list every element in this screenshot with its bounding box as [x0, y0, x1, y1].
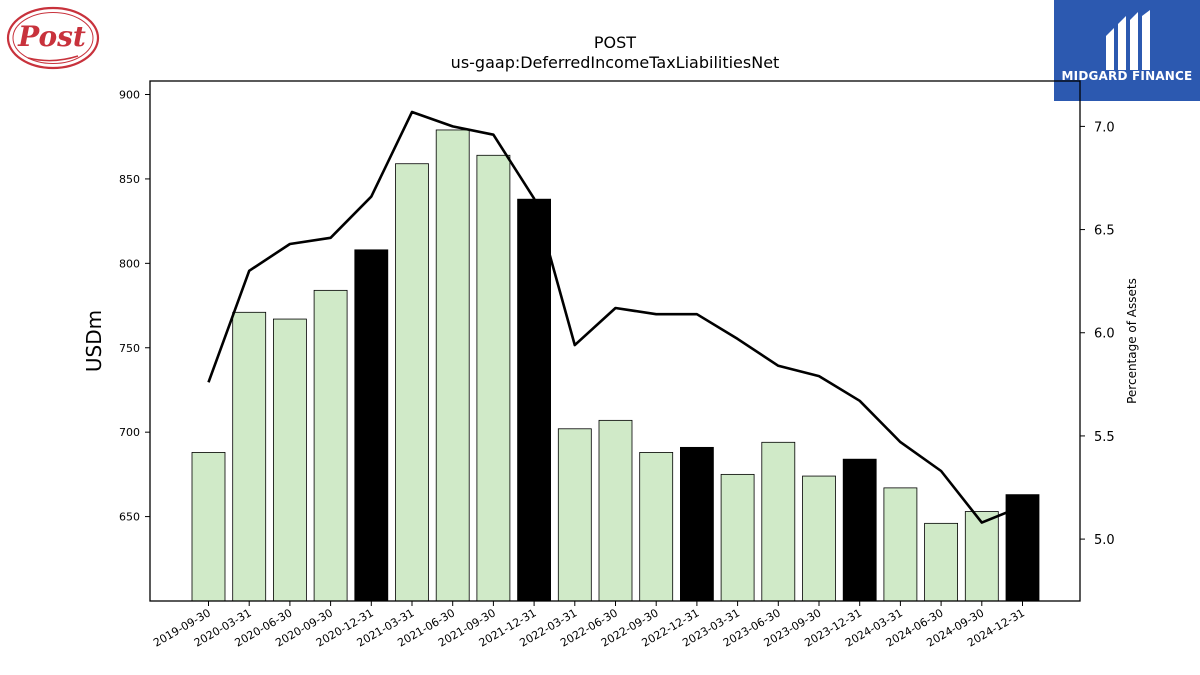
bar	[761, 441, 796, 602]
percentage-line	[207, 110, 1023, 524]
y2-tick-label: 7.0	[1094, 120, 1115, 135]
y-tick-label: 850	[119, 173, 140, 186]
midgard-finance-logo: MIDGARD FINANCE	[1054, 0, 1200, 101]
bar	[557, 428, 592, 602]
post-logo-graphic: Post	[6, 6, 100, 70]
y2-axis-label: Percentage of Assets	[1125, 278, 1139, 404]
bar	[517, 198, 551, 602]
y-tick-label: 900	[119, 89, 140, 102]
post-logo: Post	[6, 6, 100, 70]
bar	[598, 419, 633, 602]
bar	[313, 289, 348, 602]
bar	[476, 154, 511, 602]
y-tick-label: 650	[119, 511, 140, 524]
midgard-logo-text: MIDGARD FINANCE	[1061, 69, 1193, 83]
bar	[924, 522, 958, 602]
chart-subtitle: us-gaap:DeferredIncomeTaxLiabilitiesNet	[451, 53, 780, 72]
midgard-logo-mark	[1106, 10, 1150, 70]
y-tick-label: 750	[119, 342, 140, 355]
y-axis-label: USDm	[82, 310, 106, 372]
bar	[435, 129, 470, 602]
bar	[842, 458, 877, 602]
chart-title: POST	[594, 33, 636, 52]
bar	[1005, 494, 1040, 602]
bar	[272, 318, 307, 602]
y2-tick-label: 6.5	[1094, 224, 1115, 239]
bar	[802, 475, 836, 602]
bar	[720, 473, 755, 602]
y2-tick-label: 6.0	[1094, 327, 1115, 342]
bar	[232, 311, 267, 602]
bar	[639, 452, 674, 602]
y-tick-label: 800	[119, 257, 140, 270]
bar	[395, 163, 429, 602]
bar	[883, 487, 918, 602]
bar	[354, 249, 389, 602]
bar	[964, 511, 999, 602]
y-tick-label: 700	[119, 426, 140, 439]
bar	[680, 446, 714, 602]
y2-tick-label: 5.5	[1094, 430, 1115, 445]
bar	[191, 452, 226, 602]
y2-tick-label: 5.0	[1094, 533, 1115, 548]
svg-text:Post: Post	[17, 20, 86, 53]
